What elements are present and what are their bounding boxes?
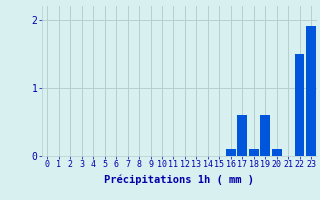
Bar xyxy=(249,149,259,156)
Bar xyxy=(295,54,304,156)
Bar xyxy=(237,115,247,156)
Bar xyxy=(272,149,282,156)
Bar xyxy=(306,26,316,156)
X-axis label: Précipitations 1h ( mm ): Précipitations 1h ( mm ) xyxy=(104,175,254,185)
Bar xyxy=(226,149,236,156)
Bar xyxy=(260,115,270,156)
